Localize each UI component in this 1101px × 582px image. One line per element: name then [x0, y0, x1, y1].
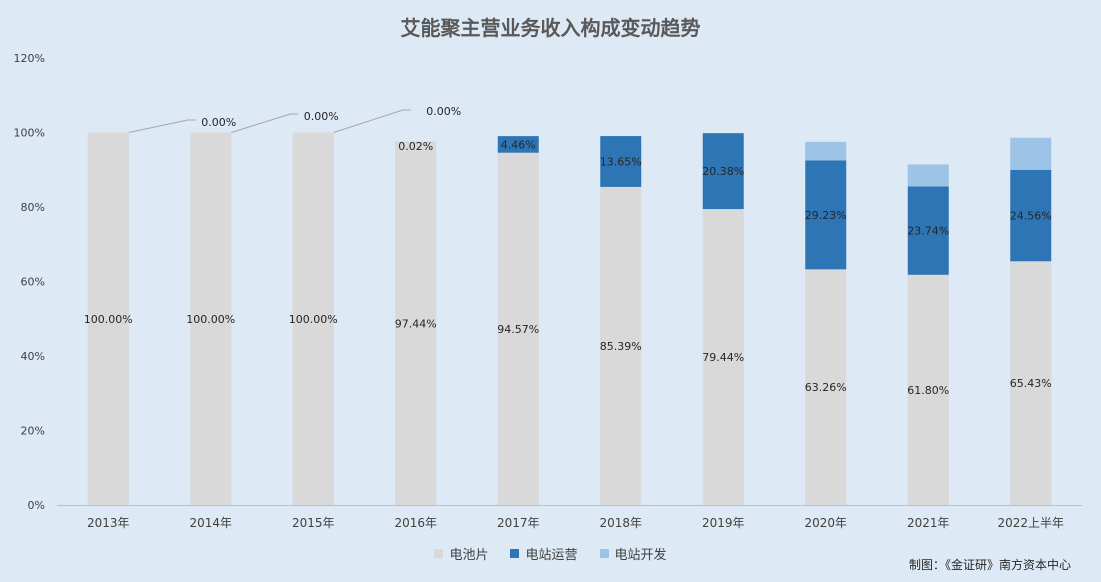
data-label-operation: 23.74%: [907, 225, 949, 238]
data-label-battery: 63.26%: [805, 381, 847, 394]
data-label-battery: 97.44%: [395, 318, 437, 331]
bar-operation: [497, 136, 539, 153]
legend-swatch-battery: [434, 549, 444, 558]
legend-item-battery: 电池片: [434, 544, 488, 563]
x-tick-label: 2019年: [702, 516, 745, 530]
y-tick-label: 0%: [28, 499, 45, 512]
legend-label-operation: 电站运营: [525, 548, 578, 563]
bar-battery: [190, 132, 232, 505]
data-label-battery: 100.00%: [84, 313, 133, 326]
x-tick-label: 2015年: [292, 516, 335, 530]
x-tick-label: 2013年: [87, 516, 130, 530]
legend-swatch-development: [599, 549, 609, 558]
bar-battery: [497, 152, 539, 505]
data-label-operation: 0.00%: [201, 116, 236, 129]
bar-operation: [1010, 169, 1052, 262]
source-note: 制图：《金证研》南方资本中心: [908, 558, 1071, 572]
y-tick-label: 40%: [21, 350, 45, 363]
x-tick-label: 2014年: [189, 516, 232, 530]
data-label-operation: 29.23%: [805, 209, 847, 222]
data-label-operation: 0.00%: [304, 110, 339, 123]
data-label-battery: 100.00%: [289, 313, 338, 326]
chart-title: 艾能聚主营业务收入构成变动趋势: [400, 16, 701, 40]
data-label-operation: 13.65%: [600, 155, 642, 168]
legend-label-development: 电站开发: [614, 548, 667, 563]
x-tick-label: 2021年: [907, 516, 950, 530]
legend-item-development: 电站开发: [599, 544, 667, 563]
bar-operation: [805, 160, 847, 270]
data-label-battery: 65.43%: [1010, 377, 1052, 390]
bar-development: [907, 164, 949, 187]
bar-battery: [1010, 261, 1052, 505]
data-label-battery: 94.57%: [497, 323, 539, 336]
y-tick-label: 120%: [14, 52, 45, 65]
bar-battery: [87, 132, 129, 505]
bar-operation: [702, 133, 744, 210]
x-tick-label: 2017年: [497, 516, 540, 530]
data-label-battery: 61.80%: [907, 384, 949, 397]
y-tick-label: 100%: [14, 127, 45, 140]
data-label-battery: 85.39%: [600, 340, 642, 353]
data-label-battery: 100.00%: [186, 313, 235, 326]
bar-operation: [907, 186, 949, 275]
bar-battery: [907, 274, 949, 505]
bar-battery: [395, 142, 437, 505]
legend-label-battery: 电池片: [449, 548, 489, 563]
legend-swatch-operation: [510, 549, 520, 558]
y-tick-label: 20%: [21, 425, 45, 438]
legend-item-operation: 电站运营: [510, 544, 578, 563]
bar-development: [805, 141, 847, 161]
y-tick-label: 80%: [21, 201, 45, 214]
x-tick-label: 2016年: [394, 516, 437, 530]
data-label-operation: 20.38%: [702, 165, 744, 178]
leader-line: [333, 109, 411, 133]
bar-battery: [600, 186, 642, 506]
y-tick-label: 60%: [21, 276, 45, 289]
data-label-operation: 24.56%: [1010, 210, 1052, 223]
x-tick-label: 2020年: [804, 516, 847, 530]
data-label-battery: 79.44%: [702, 351, 744, 364]
data-label-operation: 0.02%: [398, 140, 433, 153]
leader-line: [231, 113, 299, 133]
bar-operation: [600, 136, 642, 187]
data-label-operation: 4.46%: [501, 138, 536, 151]
data-label-operation-2016-extra: 0.00%: [426, 105, 461, 118]
legend: 电池片 电站运营 电站开发: [0, 544, 1101, 563]
bar-battery: [805, 269, 847, 505]
x-tick-label: 2022上半年: [997, 516, 1064, 530]
leader-line: [128, 119, 196, 133]
x-tick-label: 2018年: [599, 516, 642, 530]
bar-development: [1010, 137, 1052, 170]
bar-battery: [702, 209, 744, 505]
bar-battery: [292, 132, 334, 505]
